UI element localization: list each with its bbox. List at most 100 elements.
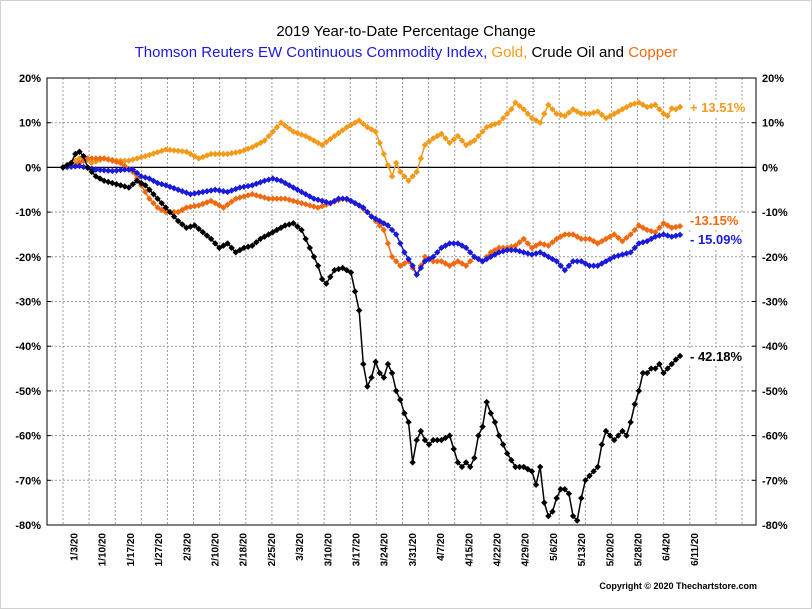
data-point-crude bbox=[142, 182, 149, 189]
data-point-index bbox=[508, 246, 515, 254]
data-point-copper bbox=[619, 237, 626, 245]
data-point-index bbox=[569, 258, 577, 265]
chart-title: 2019 Year-to-Date Percentage Change bbox=[276, 23, 535, 40]
data-point-copper bbox=[553, 235, 560, 243]
plot-border bbox=[46, 77, 757, 526]
data-point-crude bbox=[504, 450, 511, 457]
data-point-crude bbox=[191, 222, 198, 229]
data-point-index bbox=[557, 262, 564, 269]
data-point-index bbox=[430, 253, 437, 260]
data-point-crude bbox=[397, 396, 404, 404]
data-point-crude bbox=[253, 239, 260, 246]
series-gold bbox=[59, 99, 684, 185]
x-tick-label: 5/20/20 bbox=[605, 533, 616, 567]
data-point-crude bbox=[549, 508, 556, 515]
data-point-crude bbox=[290, 220, 297, 227]
subtitle-part-crude: and bbox=[595, 44, 628, 61]
data-point-crude bbox=[454, 459, 462, 466]
end-label-gold: + 13.51% bbox=[690, 100, 746, 115]
data-point-crude bbox=[639, 369, 647, 377]
data-point-index bbox=[639, 239, 647, 246]
data-point-copper bbox=[491, 246, 499, 254]
data-point-crude bbox=[532, 481, 540, 488]
data-point-index bbox=[109, 167, 116, 175]
data-point-crude bbox=[298, 226, 305, 234]
data-point-crude bbox=[80, 153, 87, 160]
data-point-crude bbox=[664, 365, 671, 372]
data-point-crude bbox=[360, 360, 367, 368]
data-point-crude bbox=[545, 512, 552, 520]
data-point-index bbox=[162, 182, 170, 189]
data-point-gold bbox=[545, 101, 552, 109]
axes: 20% 20% 10% 10% 0% 0% -10% -10% -20% -20% -30% -30%… bbox=[15, 73, 788, 566]
data-point-copper bbox=[615, 234, 622, 242]
y-tick-right: -80% bbox=[762, 520, 788, 532]
data-point-gold bbox=[355, 117, 363, 124]
data-point-crude bbox=[417, 427, 425, 435]
data-point-crude bbox=[76, 148, 83, 155]
data-point-crude bbox=[475, 432, 482, 439]
data-point-index bbox=[187, 191, 194, 198]
data-point-index bbox=[504, 246, 511, 254]
data-point-crude bbox=[512, 463, 519, 471]
data-point-crude bbox=[380, 374, 388, 381]
data-point-gold bbox=[508, 106, 515, 113]
data-point-copper bbox=[96, 155, 104, 162]
data-point-gold bbox=[639, 101, 647, 109]
data-point-crude bbox=[224, 240, 231, 247]
x-tick-label: 5/28/20 bbox=[634, 533, 645, 567]
data-point-crude bbox=[351, 288, 359, 295]
data-point-gold bbox=[269, 128, 276, 135]
data-point-crude bbox=[228, 244, 235, 252]
data-point-copper bbox=[643, 226, 651, 234]
data-point-index bbox=[462, 244, 470, 252]
data-point-index bbox=[672, 232, 680, 239]
data-point-crude bbox=[594, 463, 601, 471]
data-point-gold bbox=[421, 141, 429, 149]
data-point-index bbox=[516, 248, 523, 255]
subtitle-part-copper: Copper bbox=[628, 44, 677, 61]
data-point-crude bbox=[508, 456, 515, 464]
data-point-copper bbox=[578, 235, 585, 243]
data-point-crude bbox=[154, 195, 161, 202]
data-point-copper bbox=[652, 229, 659, 236]
data-point-gold bbox=[578, 110, 585, 117]
data-point-gold bbox=[541, 110, 548, 117]
data-point-crude bbox=[462, 459, 470, 466]
data-point-gold bbox=[446, 139, 453, 147]
data-point-index bbox=[100, 167, 108, 174]
data-point-crude bbox=[401, 410, 408, 417]
data-point-index bbox=[553, 258, 560, 265]
data-point-copper bbox=[187, 203, 194, 211]
data-point-copper bbox=[88, 155, 95, 162]
data-point-crude bbox=[458, 463, 466, 471]
y-tick-right: -10% bbox=[762, 207, 788, 219]
data-point-crude bbox=[557, 486, 564, 493]
data-point-crude bbox=[306, 244, 313, 252]
data-point-gold bbox=[454, 132, 462, 140]
data-point-crude bbox=[347, 269, 355, 276]
data-point-gold bbox=[610, 110, 618, 117]
data-point-crude bbox=[652, 365, 659, 372]
data-point-gold bbox=[376, 139, 383, 147]
data-point-crude bbox=[133, 177, 141, 185]
data-point-copper bbox=[467, 258, 474, 265]
data-point-gold bbox=[438, 130, 445, 138]
data-point-copper bbox=[232, 195, 239, 202]
data-point-crude bbox=[619, 427, 626, 435]
data-point-index bbox=[623, 250, 630, 257]
data-point-gold bbox=[652, 101, 659, 109]
data-point-copper bbox=[586, 235, 593, 243]
data-point-crude bbox=[610, 436, 618, 444]
end-label-crude: - 42.18% bbox=[690, 349, 742, 364]
data-point-index bbox=[573, 258, 581, 265]
x-tick-label: 5/13/20 bbox=[577, 533, 588, 567]
data-point-index bbox=[236, 184, 244, 191]
data-point-gold bbox=[170, 147, 178, 154]
data-point-gold bbox=[450, 136, 457, 143]
data-point-crude bbox=[203, 232, 211, 239]
data-point-crude bbox=[425, 441, 433, 448]
data-point-crude bbox=[643, 369, 651, 377]
x-tick-label: 6/4/20 bbox=[662, 533, 673, 561]
x-tick-label: 3/31/20 bbox=[408, 533, 419, 567]
